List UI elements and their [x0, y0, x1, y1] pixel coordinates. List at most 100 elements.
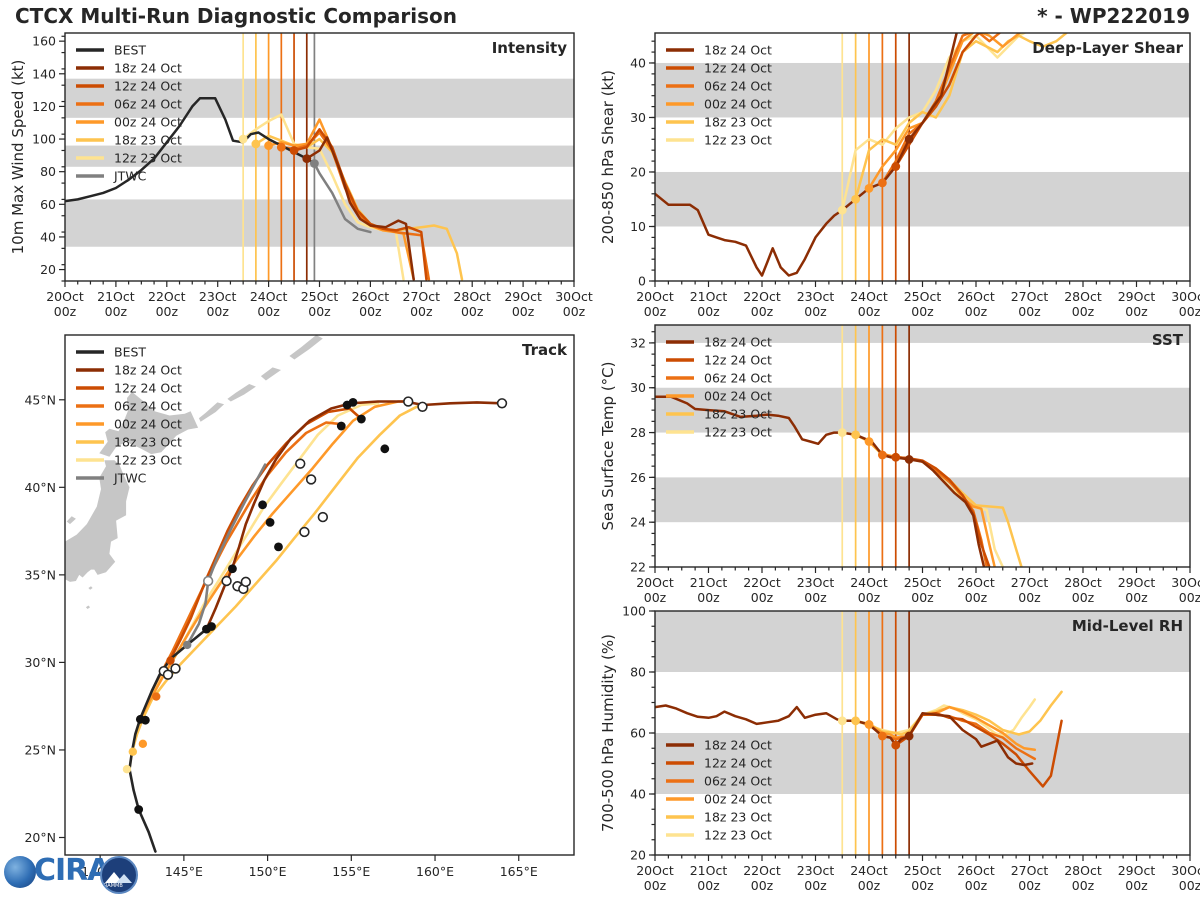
y-tick-label: 80: [40, 164, 56, 179]
init-marker: [877, 731, 887, 741]
category-band: [65, 78, 574, 118]
y-tick-label: 20: [630, 848, 646, 863]
position-marker-filled: [356, 414, 366, 424]
position-marker-open: [221, 575, 232, 587]
x-tick-sublabel: 00z: [156, 304, 179, 319]
y-tick-label: 30: [630, 110, 646, 125]
legend-label: 12z 23 Oct: [704, 133, 772, 148]
x-tick-label: 22Oct: [743, 863, 781, 878]
y-tick-label: 30: [630, 380, 646, 395]
x-tick-sublabel: 00z: [965, 590, 988, 605]
init-marker: [904, 134, 914, 144]
x-tick-label: 25Oct: [904, 289, 942, 304]
category-band: [655, 733, 1190, 794]
land-polygon: [227, 384, 256, 402]
x-tick-label: 21Oct: [97, 289, 135, 304]
position-marker-open: [170, 663, 181, 674]
category-band: [65, 145, 574, 167]
legend-label: 00z 24 Oct: [114, 115, 182, 130]
x-tick-label: 29Oct: [1118, 289, 1156, 304]
legend-label: 06z 24 Oct: [114, 97, 182, 112]
position-marker-open: [295, 458, 306, 469]
x-tick-sublabel: 00z: [1179, 878, 1200, 893]
x-tick-label: 28Oct: [1064, 289, 1102, 304]
x-tick-label: 22Oct: [743, 575, 781, 590]
plot-area: [65, 33, 574, 281]
x-tick-sublabel: 00z: [644, 304, 667, 319]
rammb-badge-text: RAMMB: [104, 883, 123, 889]
init-marker: [904, 455, 914, 464]
legend-label: 06z 24 Oct: [114, 399, 182, 414]
panel-title: Intensity: [492, 39, 568, 57]
x-tick-sublabel: 00z: [751, 878, 774, 893]
init-marker: [251, 139, 261, 149]
x-tick-sublabel: 00z: [804, 590, 827, 605]
x-tick-sublabel: 00z: [1125, 304, 1148, 319]
x-tick-label: 29Oct: [504, 289, 542, 304]
y-tick-label: 40: [40, 229, 56, 244]
series-18z-24-Oct: [655, 395, 986, 567]
x-tick-label: 27Oct: [1011, 575, 1049, 590]
x-tick-label: 28Oct: [453, 289, 491, 304]
init-marker: [851, 194, 861, 204]
y-tick-label: 80: [630, 665, 646, 680]
x-tick-label: 21Oct: [690, 289, 728, 304]
init-marker: [837, 205, 847, 215]
series-BEST: [65, 97, 316, 203]
legend-label: 12z 24 Oct: [704, 61, 772, 76]
x-tick-label: 20Oct: [636, 289, 674, 304]
panel-intensity: 20Oct00z21Oct00z22Oct00z23Oct00z24Oct00z…: [9, 32, 593, 319]
init-position-marker: [122, 765, 132, 774]
x-tick-sublabel: 00z: [804, 878, 827, 893]
init-marker: [851, 716, 861, 726]
position-marker-filled: [380, 444, 390, 454]
x-tick-sublabel: 00z: [1072, 590, 1095, 605]
x-tick-label: 20Oct: [636, 863, 674, 878]
series-12z-24-Oct: [292, 128, 428, 281]
init-marker: [864, 437, 874, 446]
lat-tick-label: 20°N: [24, 830, 56, 845]
x-tick-sublabel: 00z: [1018, 878, 1041, 893]
init-marker: [310, 159, 319, 168]
legend-label: 12z 23 Oct: [114, 453, 182, 468]
x-tick-label: 27Oct: [1011, 863, 1049, 878]
x-tick-sublabel: 00z: [105, 304, 128, 319]
x-tick-sublabel: 00z: [1125, 590, 1148, 605]
position-marker-open: [403, 396, 414, 407]
x-tick-label: 27Oct: [1011, 289, 1049, 304]
legend-label: 00z 24 Oct: [704, 97, 772, 112]
x-tick-sublabel: 00z: [563, 304, 586, 319]
legend-label: 12z 24 Oct: [114, 79, 182, 94]
legend-label: 18z 24 Oct: [114, 61, 182, 76]
x-tick-label: 20Oct: [636, 575, 674, 590]
legend-label: 12z 24 Oct: [704, 756, 772, 771]
lat-tick-label: 40°N: [24, 480, 56, 495]
panel-frame: [654, 32, 1191, 282]
x-tick-label: 24Oct: [250, 289, 288, 304]
y-tick-label: 40: [630, 787, 646, 802]
x-tick-label: 28Oct: [1064, 863, 1102, 878]
x-tick-sublabel: 00z: [1072, 878, 1095, 893]
x-tick-label: 25Oct: [301, 289, 339, 304]
init-marker: [864, 183, 874, 193]
y-tick-label: 22: [630, 560, 646, 575]
x-tick-label: 24Oct: [850, 575, 888, 590]
lat-tick-label: 45°N: [24, 392, 56, 407]
x-tick-sublabel: 00z: [1125, 878, 1148, 893]
lon-tick-label: 150°E: [249, 864, 287, 879]
init-marker: [891, 162, 901, 171]
x-tick-sublabel: 00z: [697, 878, 720, 893]
x-tick-label: 22Oct: [743, 289, 781, 304]
y-tick-label: 100: [622, 604, 646, 619]
legend-label: 06z 24 Oct: [704, 79, 772, 94]
panel-shear: 20Oct00z21Oct00z22Oct00z23Oct00z24Oct00z…: [599, 32, 1200, 319]
category-band: [655, 611, 1190, 672]
position-marker-open: [299, 526, 310, 538]
y-tick-label: 120: [32, 99, 56, 114]
lat-tick-label: 25°N: [24, 742, 56, 757]
x-tick-sublabel: 00z: [54, 304, 77, 319]
panel-track: 140°E145°E150°E155°E160°E165°E20°N25°N30…: [24, 334, 575, 879]
x-tick-label: 29Oct: [1118, 575, 1156, 590]
y-tick-label: 40: [630, 55, 646, 70]
